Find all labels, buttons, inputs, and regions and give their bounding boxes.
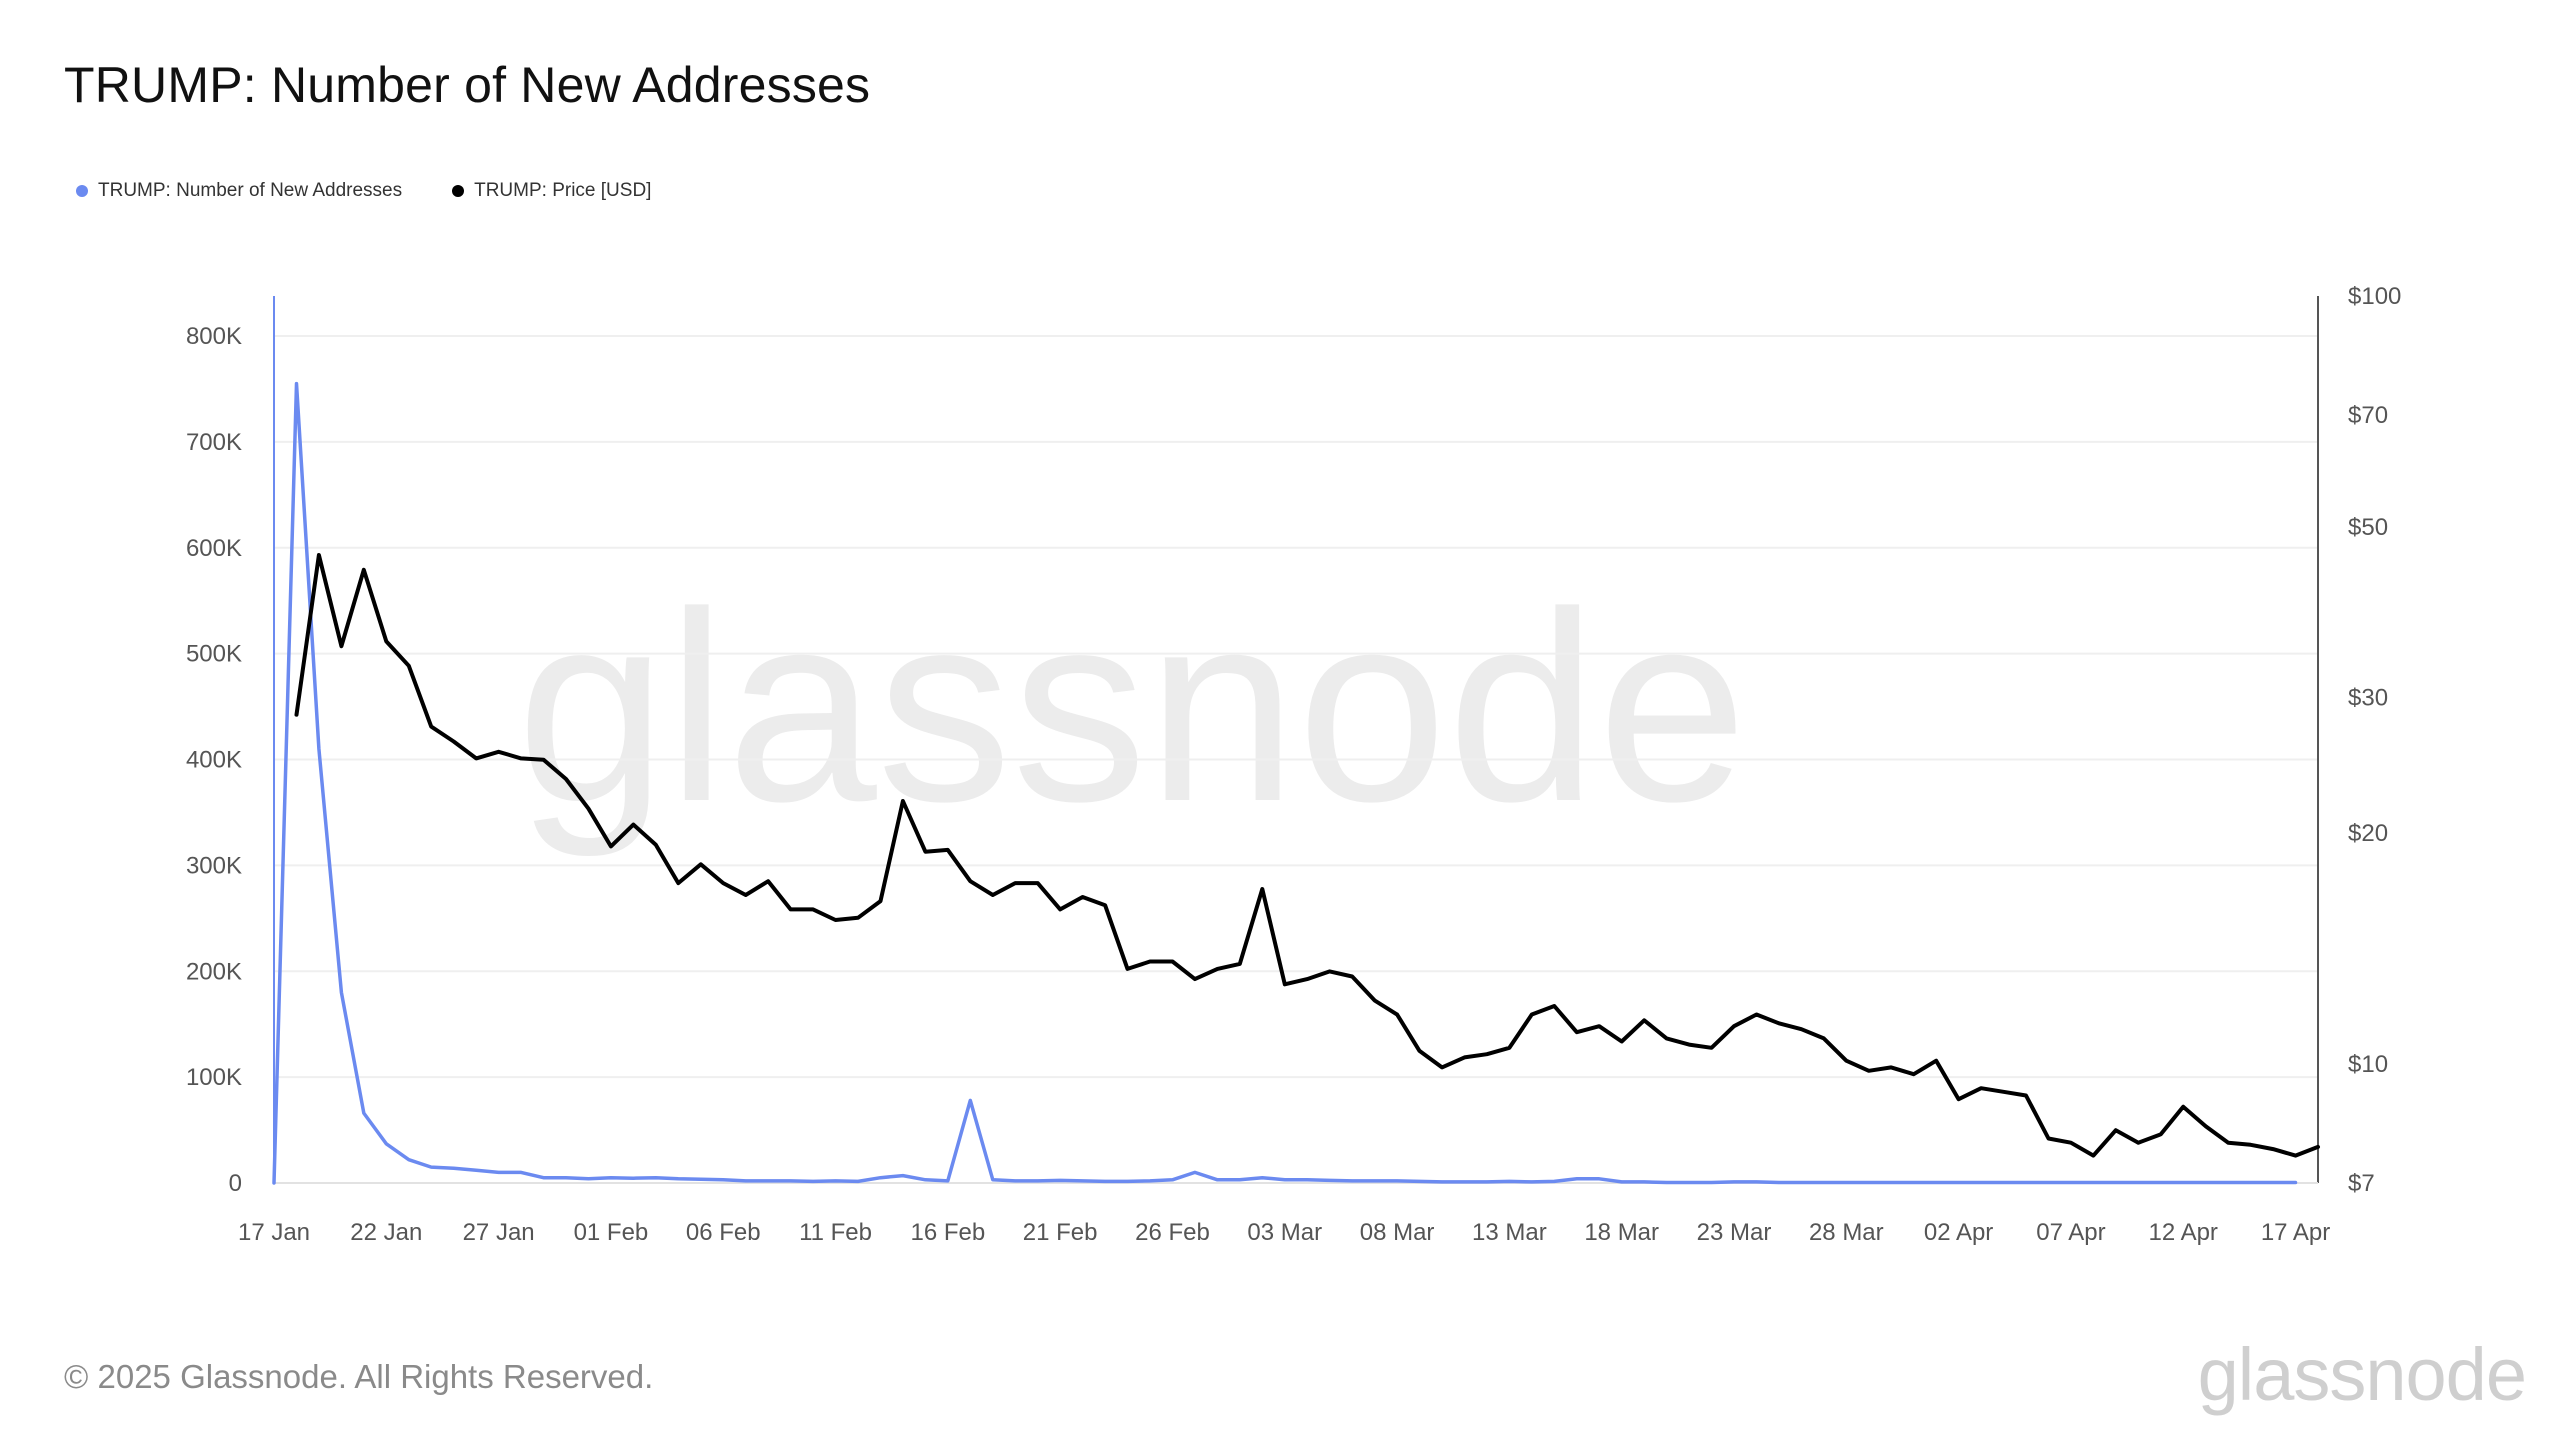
grid-lines: [274, 335, 2318, 1079]
y-right-tick-label: $30: [2348, 685, 2388, 712]
legend-item-new-addresses[interactable]: TRUMP: Number of New Addresses: [76, 180, 402, 202]
y-left-tick-label: 800K: [186, 323, 242, 350]
chart-legend: TRUMP: Number of New Addresses TRUMP: Pr…: [76, 180, 651, 202]
y-right-tick-label: $7: [2348, 1170, 2375, 1197]
legend-marker-price: [452, 185, 465, 197]
y-left-tick-label: 600K: [186, 535, 242, 562]
y-left-tick-label: 0: [229, 1170, 242, 1197]
copyright-text: © 2025 Glassnode. All Rights Reserved.: [64, 1358, 654, 1395]
y-right-tick-label: $70: [2348, 402, 2388, 429]
series-layer: [272, 381, 2320, 1185]
x-tick-label: 01 Feb: [574, 1219, 649, 1246]
series-line-new-addresses[interactable]: [272, 381, 2298, 1185]
y-right-tick-label: $50: [2348, 514, 2388, 541]
x-tick-label: 13 Mar: [1472, 1219, 1547, 1246]
x-tick-label: 21 Feb: [1023, 1219, 1098, 1246]
y-left-tick-label: 500K: [186, 641, 242, 668]
legend-label-price: TRUMP: Price [USD]: [474, 180, 652, 201]
y-right-tick-label: $20: [2348, 820, 2388, 847]
y-left-tick-label: 300K: [186, 852, 242, 879]
chart-title: TRUMP: Number of New Addresses: [64, 57, 871, 113]
x-tick-label: 18 Mar: [1584, 1219, 1659, 1246]
x-tick-label: 16 Feb: [910, 1219, 985, 1246]
tick-labels: 0 100K 200K 300K 400K 500K 600K 700K 800K $7 $10 $2…: [186, 283, 2401, 1246]
x-tick-label: 06 Feb: [686, 1219, 761, 1246]
y-right-tick-label: $100: [2348, 283, 2401, 310]
y-left-tick-label: 400K: [186, 747, 242, 774]
x-tick-label: 07 Apr: [2036, 1219, 2105, 1246]
x-tick-label: 17 Jan: [238, 1219, 310, 1246]
x-tick-label: 17 Apr: [2261, 1219, 2330, 1246]
x-tick-label: 08 Mar: [1360, 1219, 1435, 1246]
x-tick-label: 27 Jan: [463, 1219, 535, 1246]
x-tick-label: 22 Jan: [350, 1219, 422, 1246]
x-tick-label: 03 Mar: [1247, 1219, 1322, 1246]
y-left-tick-label: 100K: [186, 1064, 242, 1091]
legend-label-new-addresses: TRUMP: Number of New Addresses: [98, 180, 403, 201]
y-right-tick-label: $10: [2348, 1051, 2388, 1078]
x-tick-label: 11 Feb: [799, 1219, 872, 1246]
y-left-tick-label: 200K: [186, 958, 242, 985]
x-tick-label: 12 Apr: [2149, 1219, 2218, 1246]
brand-logo: glassnode: [2197, 1333, 2527, 1416]
y-left-tick-label: 700K: [186, 429, 242, 456]
legend-marker-new-addresses: [76, 185, 88, 197]
x-tick-label: 23 Mar: [1697, 1219, 1772, 1246]
legend-item-price[interactable]: TRUMP: Price [USD]: [452, 180, 651, 202]
x-tick-label: 26 Feb: [1135, 1219, 1210, 1246]
x-tick-label: 28 Mar: [1809, 1219, 1884, 1246]
watermark-text: glassnode: [517, 557, 1748, 859]
series-line-price[interactable]: [294, 553, 2320, 1158]
x-tick-label: 02 Apr: [1924, 1219, 1993, 1246]
